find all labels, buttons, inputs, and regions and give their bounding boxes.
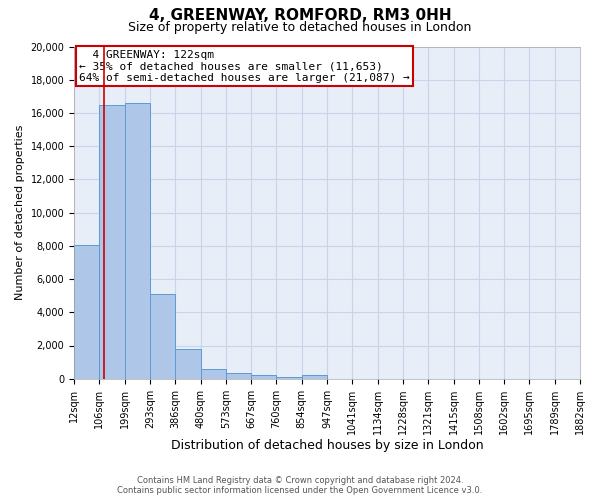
Bar (251, 376, 277, 378)
Bar (226, 373, 251, 378)
Bar (74, 245, 100, 378)
Bar (200, 369, 226, 378)
Bar (302, 374, 327, 378)
Text: 4 GREENWAY: 122sqm
← 35% of detached houses are smaller (11,653)
64% of semi-det: 4 GREENWAY: 122sqm ← 35% of detached hou… (79, 50, 410, 83)
Text: 4, GREENWAY, ROMFORD, RM3 0HH: 4, GREENWAY, ROMFORD, RM3 0HH (149, 8, 451, 22)
Bar (150, 294, 175, 378)
Text: Size of property relative to detached houses in London: Size of property relative to detached ho… (128, 21, 472, 34)
Bar (100, 104, 125, 378)
Bar (125, 103, 150, 378)
Bar (175, 349, 200, 378)
X-axis label: Distribution of detached houses by size in London: Distribution of detached houses by size … (171, 440, 484, 452)
Bar (277, 376, 302, 378)
Text: Contains HM Land Registry data © Crown copyright and database right 2024.
Contai: Contains HM Land Registry data © Crown c… (118, 476, 482, 495)
Y-axis label: Number of detached properties: Number of detached properties (15, 125, 25, 300)
